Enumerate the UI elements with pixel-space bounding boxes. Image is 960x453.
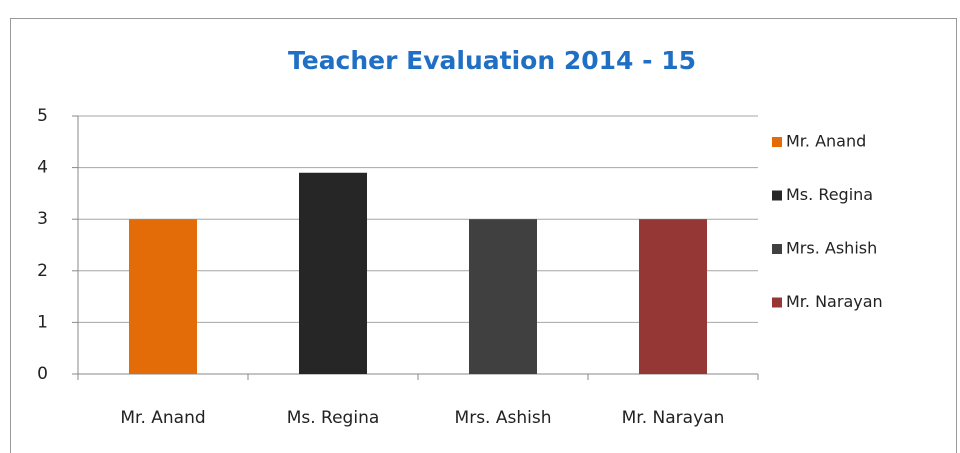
x-tick-label: Mr. Narayan [622,408,725,428]
bar [299,172,367,374]
legend-swatch [772,297,782,308]
bar [469,219,537,374]
x-tick-label: Ms. Regina [287,408,380,428]
y-tick-label: 1 [37,312,48,332]
legend-swatch [772,137,782,147]
legend-label: Ms. Regina [786,185,873,204]
legend-label: Mr. Narayan [786,292,883,311]
y-tick-label: 0 [37,364,48,384]
x-tick-label: Mrs. Ashish [455,408,552,428]
legend-label: Mrs. Ashish [786,239,877,258]
x-tick-label: Mr. Anand [120,408,205,428]
chart-border [10,18,957,453]
bar [129,219,197,374]
legend-label: Mr. Anand [786,132,866,151]
legend-swatch [772,244,782,254]
chart-title: Teacher Evaluation 2014 - 15 [288,46,696,75]
y-tick-label: 3 [37,209,48,229]
bar [639,219,707,374]
y-tick-label: 2 [37,261,48,281]
legend-swatch [772,190,782,201]
y-tick-label: 5 [37,106,48,126]
y-tick-label: 4 [37,158,48,178]
